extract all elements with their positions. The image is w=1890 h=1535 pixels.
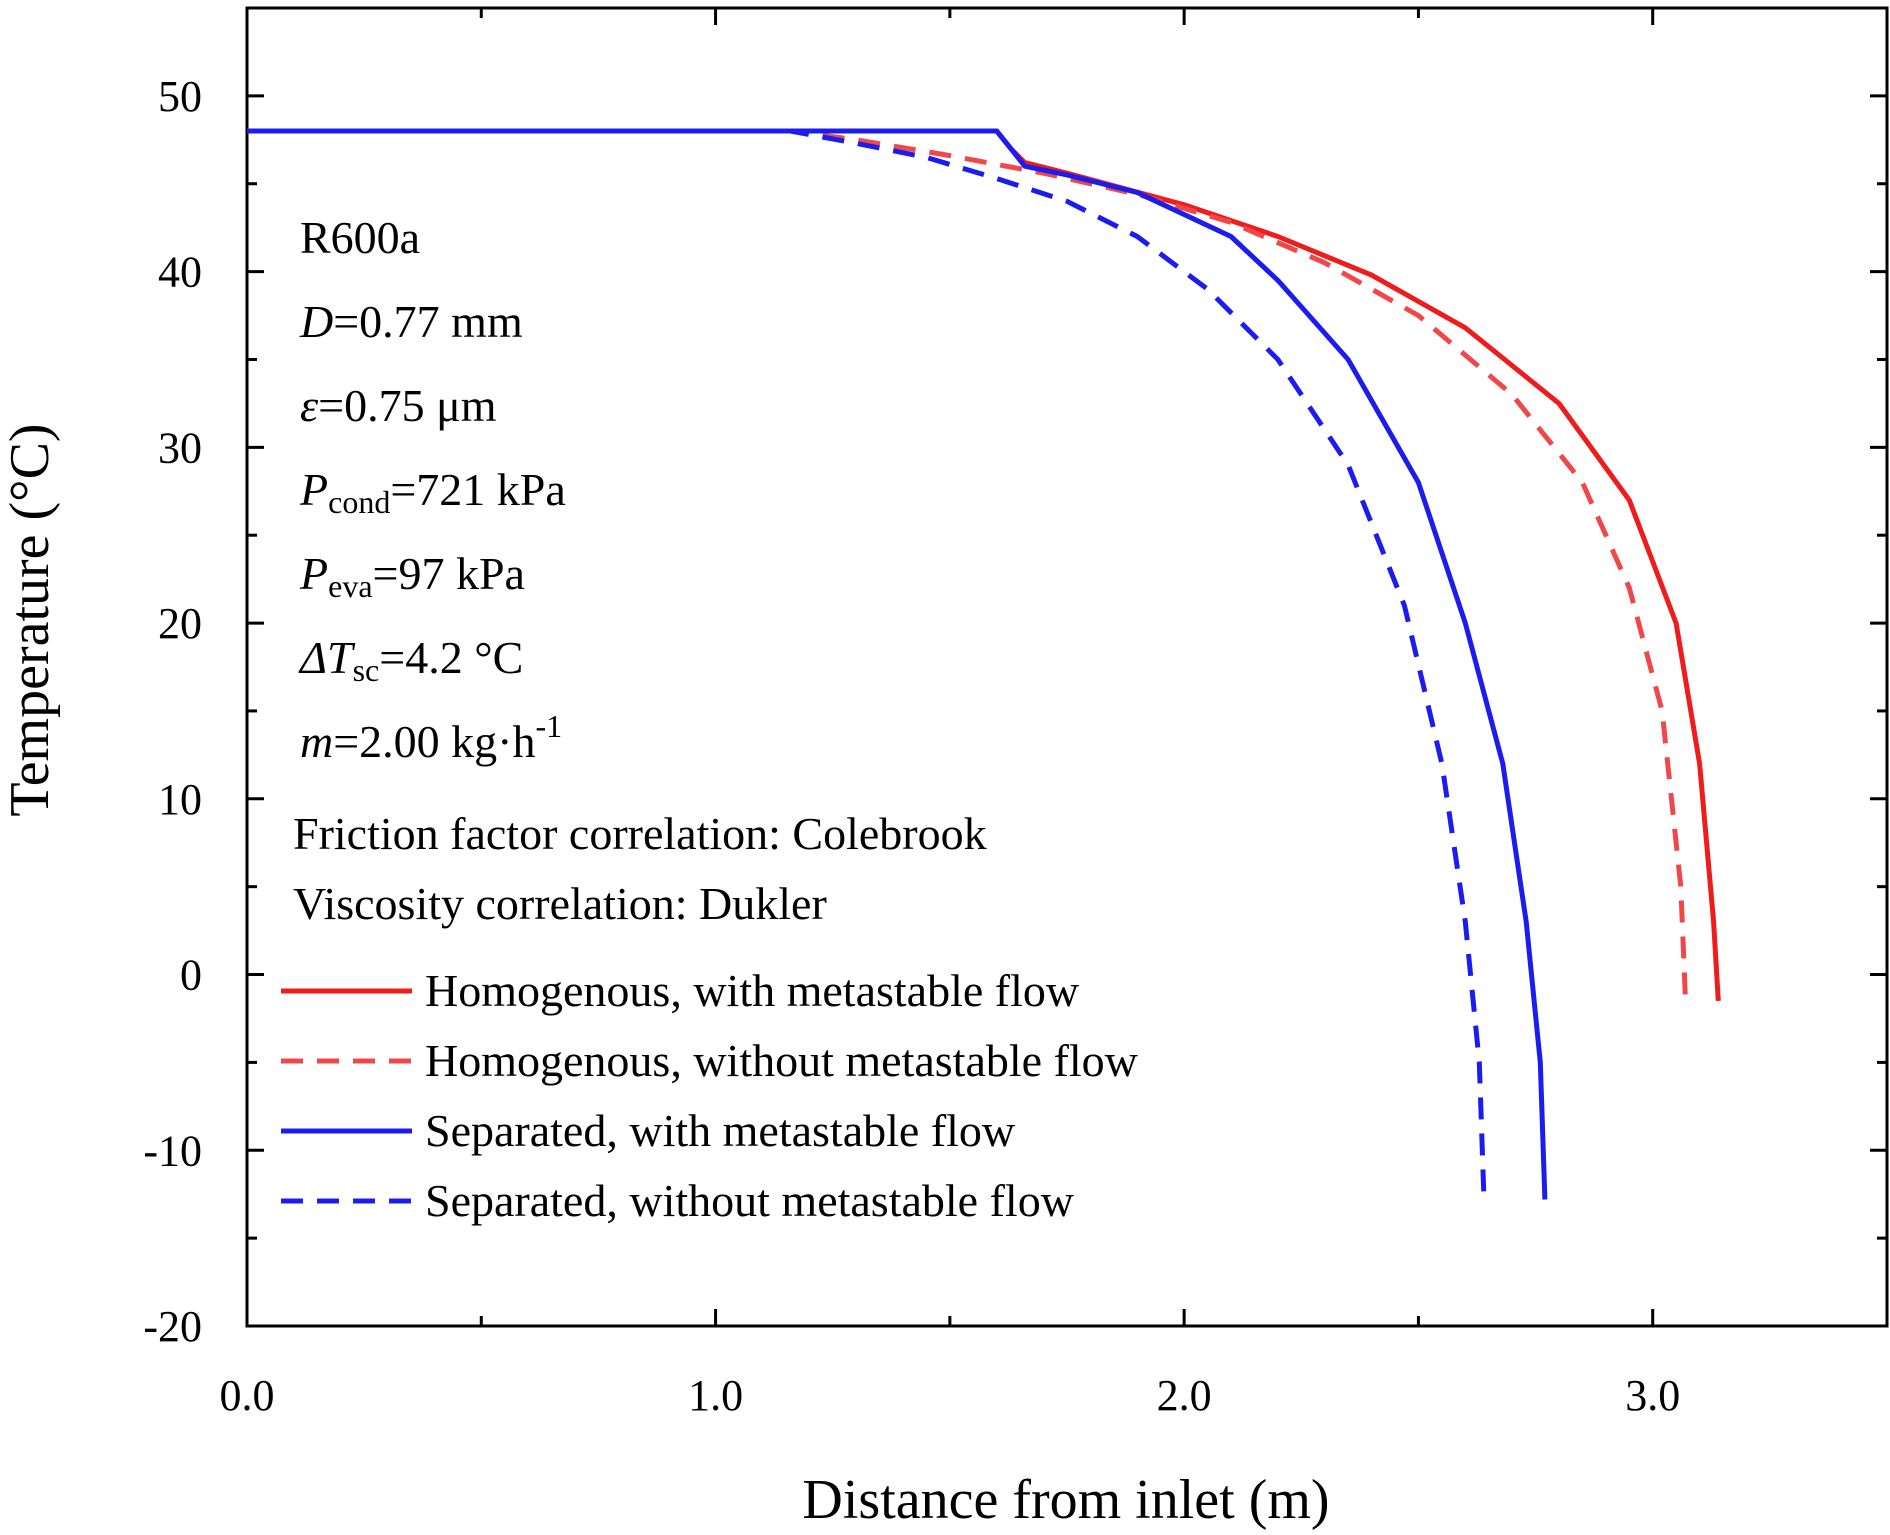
legend-label-homogenous-without: Homogenous, without metastable flow bbox=[425, 1035, 1139, 1086]
plot-frame bbox=[245, 6, 1889, 1328]
series-layer bbox=[247, 128, 1721, 1200]
y-tick-label: -10 bbox=[143, 1126, 202, 1175]
y-tick-labels: -20 -10 0 10 20 30 40 50 bbox=[143, 72, 202, 1351]
series-line-3 bbox=[247, 128, 1548, 1200]
y-tick-label: 20 bbox=[158, 599, 202, 648]
legend-label-separated-without: Separated, without metastable flow bbox=[425, 1175, 1075, 1226]
x-tick-label: 1.0 bbox=[688, 1371, 743, 1420]
legend: Homogenous, with metastable flow Homogen… bbox=[281, 965, 1139, 1226]
series-line-2 bbox=[247, 128, 1688, 1002]
annotation-viscosity: Viscosity correlation: Dukler bbox=[293, 878, 827, 929]
annotation-diameter: D=0.77 mm bbox=[299, 296, 523, 347]
annotation-friction: Friction factor correlation: Colebrook bbox=[293, 808, 987, 859]
y-axis-title: Temperature (°C) bbox=[0, 423, 61, 816]
y-tick-label: 0 bbox=[180, 951, 202, 1000]
annotation-mass-flow: m=2.00 kg·h-1 bbox=[300, 708, 562, 767]
x-axis-title: Distance from inlet (m) bbox=[802, 1469, 1329, 1531]
plot-border bbox=[245, 6, 1889, 1328]
y-tick-label: -20 bbox=[143, 1302, 202, 1351]
legend-label-homogenous-with: Homogenous, with metastable flow bbox=[425, 965, 1080, 1016]
x-tick-label: 0.0 bbox=[220, 1371, 275, 1420]
annotation-p-eva: Peva=97 kPa bbox=[299, 548, 525, 604]
annotation-subcooling: ΔTsc=4.2 °C bbox=[298, 632, 523, 688]
annotation-roughness: ε=0.75 μm bbox=[300, 380, 497, 431]
y-tick-label: 40 bbox=[158, 248, 202, 297]
legend-label-separated-with: Separated, with metastable flow bbox=[425, 1105, 1016, 1156]
y-tick-label: 30 bbox=[158, 423, 202, 472]
ticks-layer bbox=[245, 8, 1889, 1328]
x-tick-labels: 0.0 1.0 2.0 3.0 bbox=[220, 1371, 1681, 1420]
x-tick-label: 2.0 bbox=[1157, 1371, 1212, 1420]
annotation-block: R600a D=0.77 mm ε=0.75 μm Pcond=721 kPa … bbox=[293, 212, 987, 929]
y-tick-label: 50 bbox=[158, 72, 202, 121]
annotation-refrigerant: R600a bbox=[300, 212, 420, 263]
x-tick-label: 3.0 bbox=[1625, 1371, 1680, 1420]
y-tick-label: 10 bbox=[158, 775, 202, 824]
annotation-p-cond: Pcond=721 kPa bbox=[299, 464, 566, 520]
